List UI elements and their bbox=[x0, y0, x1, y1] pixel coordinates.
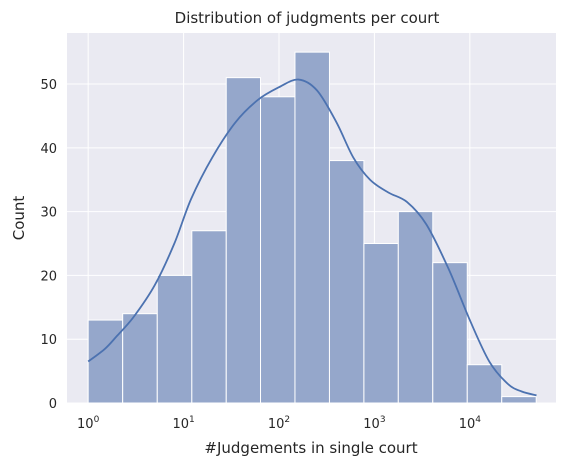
chart-title: Distribution of judgments per court bbox=[175, 9, 440, 27]
y-tick-label-5: 50 bbox=[40, 78, 57, 93]
y-tick-label-1: 10 bbox=[40, 333, 57, 348]
histogram-bar-11 bbox=[466, 364, 503, 404]
histogram-bar-12 bbox=[501, 396, 537, 404]
histogram-bar-8 bbox=[363, 243, 399, 404]
x-tick-label-2: 102 bbox=[268, 415, 290, 432]
histogram-bar-7 bbox=[328, 160, 365, 404]
y-tick-label-2: 20 bbox=[40, 269, 57, 284]
histogram-bar-3 bbox=[191, 230, 227, 404]
x-axis-label: #Judgements in single court bbox=[204, 439, 417, 457]
kde-curve bbox=[87, 78, 537, 397]
x-tick-label-4: 104 bbox=[459, 415, 482, 432]
histogram-bar-10 bbox=[432, 262, 468, 404]
x-tick-labels: 100 101 102 103 104 bbox=[77, 415, 481, 432]
histogram-bars bbox=[87, 51, 537, 404]
y-tick-label-4: 40 bbox=[40, 142, 57, 157]
histogram-bar-9 bbox=[397, 211, 434, 404]
histogram-bar-0 bbox=[87, 319, 124, 404]
histogram-bar-1 bbox=[122, 313, 158, 404]
x-tick-label-1: 101 bbox=[172, 415, 194, 432]
histogram-bar-6 bbox=[294, 51, 330, 404]
y-axis-label: Count bbox=[10, 196, 28, 241]
y-tick-label-0: 0 bbox=[49, 397, 57, 412]
histogram-bar-5 bbox=[260, 96, 296, 404]
y-tick-labels: 0 10 20 30 40 50 bbox=[40, 78, 57, 412]
histogram-bar-2 bbox=[156, 274, 193, 404]
x-tick-label-3: 103 bbox=[363, 415, 385, 432]
y-tick-label-3: 30 bbox=[40, 206, 57, 221]
x-tick-label-0: 100 bbox=[77, 415, 100, 432]
